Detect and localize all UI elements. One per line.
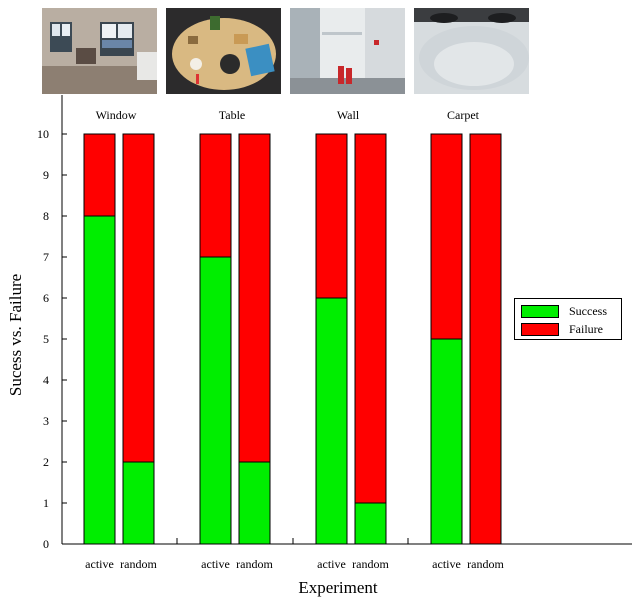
y-tick-label-2: 2	[43, 455, 49, 469]
y-tick-label-0: 0	[43, 537, 49, 551]
y-tick-label-1: 1	[43, 496, 49, 510]
bar-failure-4	[238, 133, 271, 463]
y-tick-label-10: 10	[37, 127, 49, 141]
table-photo	[166, 8, 281, 94]
x-tick-label-1: active	[85, 557, 114, 571]
y-tick-label-5: 5	[43, 332, 49, 346]
window-photo	[42, 8, 157, 94]
bar-failure-2	[122, 133, 155, 463]
group-label-window: Window	[96, 108, 137, 122]
y-tick-label-7: 7	[43, 250, 49, 264]
x-axis-title: Experiment	[298, 578, 378, 597]
y-tick-label-4: 4	[43, 373, 49, 387]
group-label-table: Table	[219, 108, 245, 122]
x-tick-label-2: random	[120, 557, 157, 571]
y-tick-label-6: 6	[43, 291, 49, 305]
bar-success-4	[238, 461, 271, 545]
x-tick-label-7: active	[432, 557, 461, 571]
legend-item-failure: Failure	[521, 321, 603, 337]
bar-success-2	[122, 461, 155, 545]
legend-label-success: Success	[569, 303, 607, 318]
legend-swatch-failure	[521, 322, 559, 336]
bar-failure-5	[315, 133, 348, 299]
y-tick-label-9: 9	[43, 168, 49, 182]
bar-success-5	[315, 297, 348, 545]
x-tick-label-5: active	[317, 557, 346, 571]
bar-success-7	[430, 338, 463, 545]
x-tick-label-4: random	[236, 557, 273, 571]
bar-failure-7	[430, 133, 463, 340]
carpet-photo	[414, 8, 529, 94]
bar-failure-6	[354, 133, 387, 504]
bar-failure-8	[469, 133, 502, 545]
legend-item-success: Success	[521, 303, 607, 319]
x-tick-label-6: random	[352, 557, 389, 571]
y-axis-title: Sucess vs. Failure	[6, 274, 25, 396]
x-tick-label-3: active	[201, 557, 230, 571]
wall-photo	[290, 8, 405, 94]
bar-success-6	[354, 502, 387, 545]
legend-swatch-success	[521, 304, 559, 318]
legend-label-failure: Failure	[569, 321, 603, 336]
y-tick-label-8: 8	[43, 209, 49, 223]
bar-failure-3	[199, 133, 232, 258]
chart-legend: Success Failure	[514, 298, 622, 340]
bar-failure-1	[83, 133, 116, 217]
bar-success-3	[199, 256, 232, 545]
group-label-wall: Wall	[337, 108, 360, 122]
y-tick-label-3: 3	[43, 414, 49, 428]
bar-success-1	[83, 215, 116, 545]
group-label-carpet: Carpet	[447, 108, 480, 122]
x-tick-label-8: random	[467, 557, 504, 571]
